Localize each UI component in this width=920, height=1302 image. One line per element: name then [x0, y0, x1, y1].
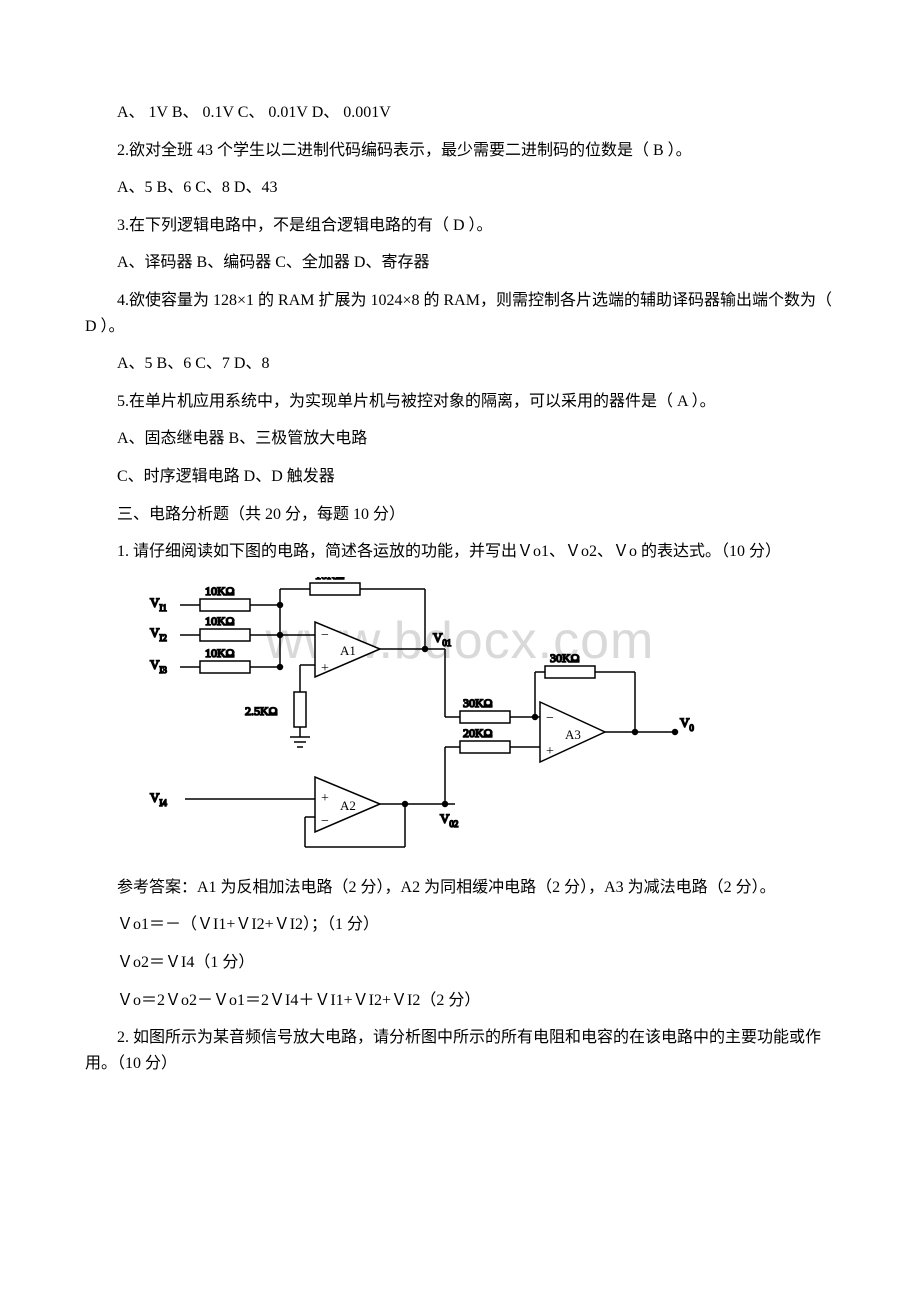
svg-text:−: − [321, 814, 329, 829]
q3-1-text: 1. 请仔细阅读如下图的电路，简述各运放的功能，并写出Ｖo1、Ｖo2、Ｖo 的表… [85, 539, 835, 565]
answer-3: Ｖo2＝ＶI4（1 分） [85, 950, 835, 976]
label-r30k-1: 30KΩ [463, 696, 493, 710]
answer-4: Ｖo＝2Ｖo2－Ｖo1＝2ＶI4＋ＶI1+ＶI2+ＶI2（2 分） [85, 988, 835, 1014]
label-r1: 10KΩ [205, 584, 235, 598]
label-r25k: 2.5KΩ [245, 704, 278, 718]
label-a1: A1 [340, 643, 356, 658]
q5-options-ab: A、固态继电器 B、三极管放大电路 [85, 426, 835, 452]
q3-options: A、译码器 B、编码器 C、全加器 D、寄存器 [85, 250, 835, 276]
q2-options: A、5 B、6 C、8 D、43 [85, 175, 835, 201]
circuit-svg: VI1 10KΩ VI2 10KΩ VI3 10KΩ 10KΩ − + [145, 577, 705, 857]
answer-2: Ｖo1＝－（ＶI1+ＶI2+ＶI2）；（1 分） [85, 912, 835, 938]
q3-text: 3.在下列逻辑电路中，不是组合逻辑电路的有（ D ）。 [85, 213, 835, 239]
label-vi2: VI2 [150, 625, 167, 643]
answer-1: 参考答案：A1 为反相加法电路（2 分），A2 为同相缓冲电路（2 分），A3 … [85, 875, 835, 901]
svg-text:−: − [321, 628, 329, 643]
label-r20k: 20KΩ [463, 726, 493, 740]
svg-text:−: − [546, 711, 554, 726]
label-rf1: 10KΩ [315, 577, 345, 582]
label-vi3: VI3 [150, 657, 167, 675]
label-vi1: VI1 [150, 595, 167, 613]
document-content: A、 1V B、 0.1V C、 0.01V D、 0.001V 2.欲对全班 … [85, 100, 835, 1076]
q3-2-text: 2. 如图所示为某音频信号放大电路，请分析图中所示的所有电阻和电容的在该电路中的… [85, 1025, 835, 1076]
label-r30k-2: 30KΩ [550, 651, 580, 665]
q2-text: 2.欲对全班 43 个学生以二进制代码编码表示，最少需要二进制码的位数是（ B … [85, 138, 835, 164]
label-r2: 10KΩ [205, 614, 235, 628]
svg-text:+: + [546, 744, 554, 759]
svg-text:+: + [321, 791, 329, 806]
q4-text: 4.欲使容量为 128×1 的 RAM 扩展为 1024×8 的 RAM，则需控… [85, 288, 835, 339]
label-r3: 10KΩ [205, 646, 235, 660]
q1-options: A、 1V B、 0.1V C、 0.01V D、 0.001V [85, 100, 835, 126]
q5-text: 5.在单片机应用系统中，为实现单片机与被控对象的隔离，可以采用的器件是（ A ）… [85, 389, 835, 415]
label-vi4: VI4 [150, 790, 167, 808]
label-vo1: V01 [433, 630, 451, 648]
label-vo2: V02 [440, 811, 458, 829]
svg-text:+: + [321, 661, 329, 676]
label-vo: V0 [680, 715, 694, 733]
label-a2: A2 [340, 798, 356, 813]
q5-options-cd: C、时序逻辑电路 D、D 触发器 [85, 464, 835, 490]
q4-options: A、5 B、6 C、7 D、8 [85, 351, 835, 377]
section3-heading: 三、电路分析题（共 20 分，每题 10 分） [85, 502, 835, 528]
label-a3: A3 [565, 727, 581, 742]
circuit-diagram: VI1 10KΩ VI2 10KΩ VI3 10KΩ 10KΩ − + [145, 577, 835, 857]
